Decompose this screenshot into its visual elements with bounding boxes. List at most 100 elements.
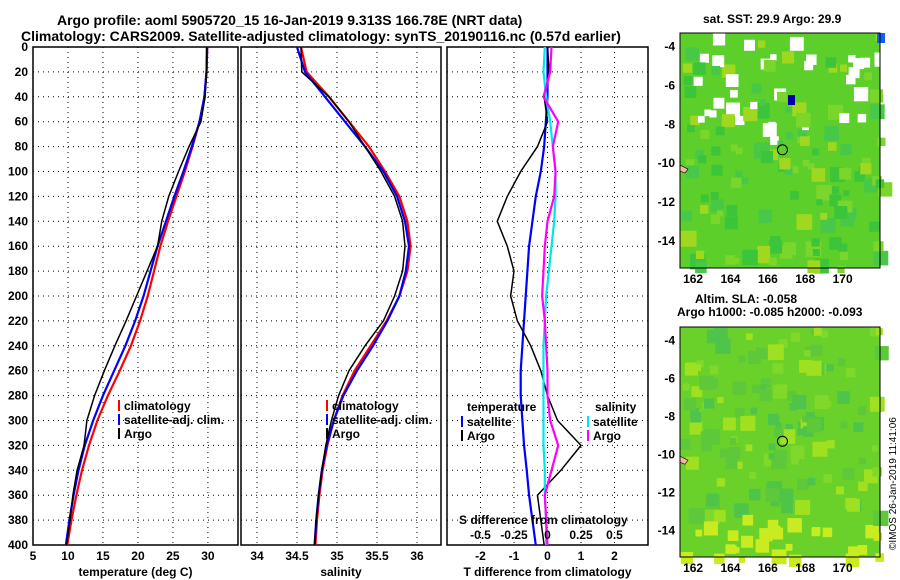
lat-tick-label: -12 (658, 195, 676, 209)
map-cell (838, 243, 848, 253)
map-cell (765, 488, 780, 502)
map-cell (768, 453, 775, 460)
map-cell (839, 113, 850, 124)
lat-tick-label: -4 (664, 40, 675, 54)
map-cell (807, 477, 816, 486)
map-cell (785, 423, 793, 432)
map-cell (706, 329, 721, 344)
map-cell (785, 106, 792, 114)
x2-axis-label: S difference from climatology (459, 513, 628, 527)
map-cell (767, 413, 780, 426)
map-cell (772, 384, 787, 399)
map-cell (820, 218, 836, 234)
legend-label: climatology (124, 399, 191, 413)
title-line-1: Argo profile: aoml 5905720_15 16-Jan-201… (57, 12, 523, 28)
map-cell (853, 58, 865, 70)
map-cell (760, 378, 771, 389)
map-cell (745, 444, 753, 452)
lat-tick-label: -6 (664, 78, 675, 92)
lon-tick-label: 162 (683, 561, 703, 575)
x-tick-label: 34.5 (285, 549, 309, 563)
lon-tick-label: 170 (833, 272, 853, 286)
map-cell (820, 330, 829, 338)
map-cell (806, 412, 816, 422)
map-cell (725, 457, 738, 470)
map-cell (689, 421, 703, 435)
map-cell (811, 344, 823, 356)
map-cell (714, 553, 725, 565)
map-cell (699, 53, 709, 63)
map-cell (875, 553, 885, 562)
map-cell (877, 33, 885, 43)
map-cell (759, 99, 766, 106)
map-cell (773, 428, 784, 439)
map-cell (869, 396, 885, 412)
map-cell (831, 186, 840, 194)
map-cell (811, 168, 826, 182)
legend-swatch (587, 416, 589, 427)
lat-tick-label: -8 (664, 409, 675, 423)
map-cell (837, 391, 850, 404)
map-cell (752, 384, 761, 394)
map-cell (826, 363, 834, 372)
map-cell (828, 63, 838, 73)
map-cell (738, 355, 746, 363)
x-tick-label: 36 (410, 549, 424, 563)
legend-swatch (118, 428, 120, 439)
map-cell (742, 249, 758, 266)
argo-location-marker (776, 144, 788, 156)
map-cell (869, 327, 880, 337)
legend-label: Argo (467, 429, 495, 443)
x-tick-label: 35.5 (365, 549, 389, 563)
lon-tick-label: 168 (795, 561, 815, 575)
x-tick-label: 2 (611, 549, 618, 563)
map-cell (774, 450, 788, 463)
map-cell (812, 248, 820, 256)
map-cell (724, 216, 738, 230)
map-cell (712, 55, 725, 68)
map-cell (829, 194, 842, 207)
x-axis-label: T difference from climatology (463, 565, 631, 579)
map-cell (788, 95, 795, 105)
map-cell (694, 364, 702, 372)
map-cell (812, 441, 828, 457)
series-line-argo (300, 46, 406, 546)
map-cell (813, 327, 822, 336)
map-cell (758, 40, 766, 48)
map-cell (700, 194, 709, 203)
map-cell (768, 344, 784, 361)
map-cell (750, 101, 758, 110)
x2-tick-label: -0.25 (500, 528, 528, 542)
map-cell (797, 428, 805, 436)
x-tick-label: 5 (30, 549, 37, 563)
map-cell (768, 443, 776, 451)
map-cell (715, 126, 725, 136)
lon-tick-label: 162 (683, 272, 703, 286)
map-cell (768, 257, 777, 266)
map-cell (796, 214, 813, 230)
map-cell (727, 530, 739, 542)
lat-tick-label: -8 (664, 117, 675, 131)
map-cell (871, 445, 879, 452)
x-tick-label: -1 (509, 549, 520, 563)
map-cell (720, 448, 730, 458)
map-cell (731, 177, 742, 188)
y-tick-label: 20 (15, 65, 29, 79)
map-cell (723, 417, 736, 431)
map-cell (789, 36, 804, 51)
map-cell (680, 552, 693, 565)
map-cell (741, 177, 749, 185)
map-cell (732, 381, 747, 395)
lat-tick-label: -10 (658, 447, 676, 461)
map-cell (820, 212, 828, 220)
map-cell (779, 158, 791, 170)
map-cell (683, 75, 693, 85)
map-cell (682, 383, 690, 391)
map-cell (769, 236, 781, 247)
map-cell (790, 332, 801, 342)
legend-label: satellite (467, 415, 512, 429)
map-cell (873, 250, 889, 266)
map-cell (735, 461, 743, 469)
map-cell (839, 64, 848, 72)
x2-tick-label: 0.25 (569, 528, 593, 542)
